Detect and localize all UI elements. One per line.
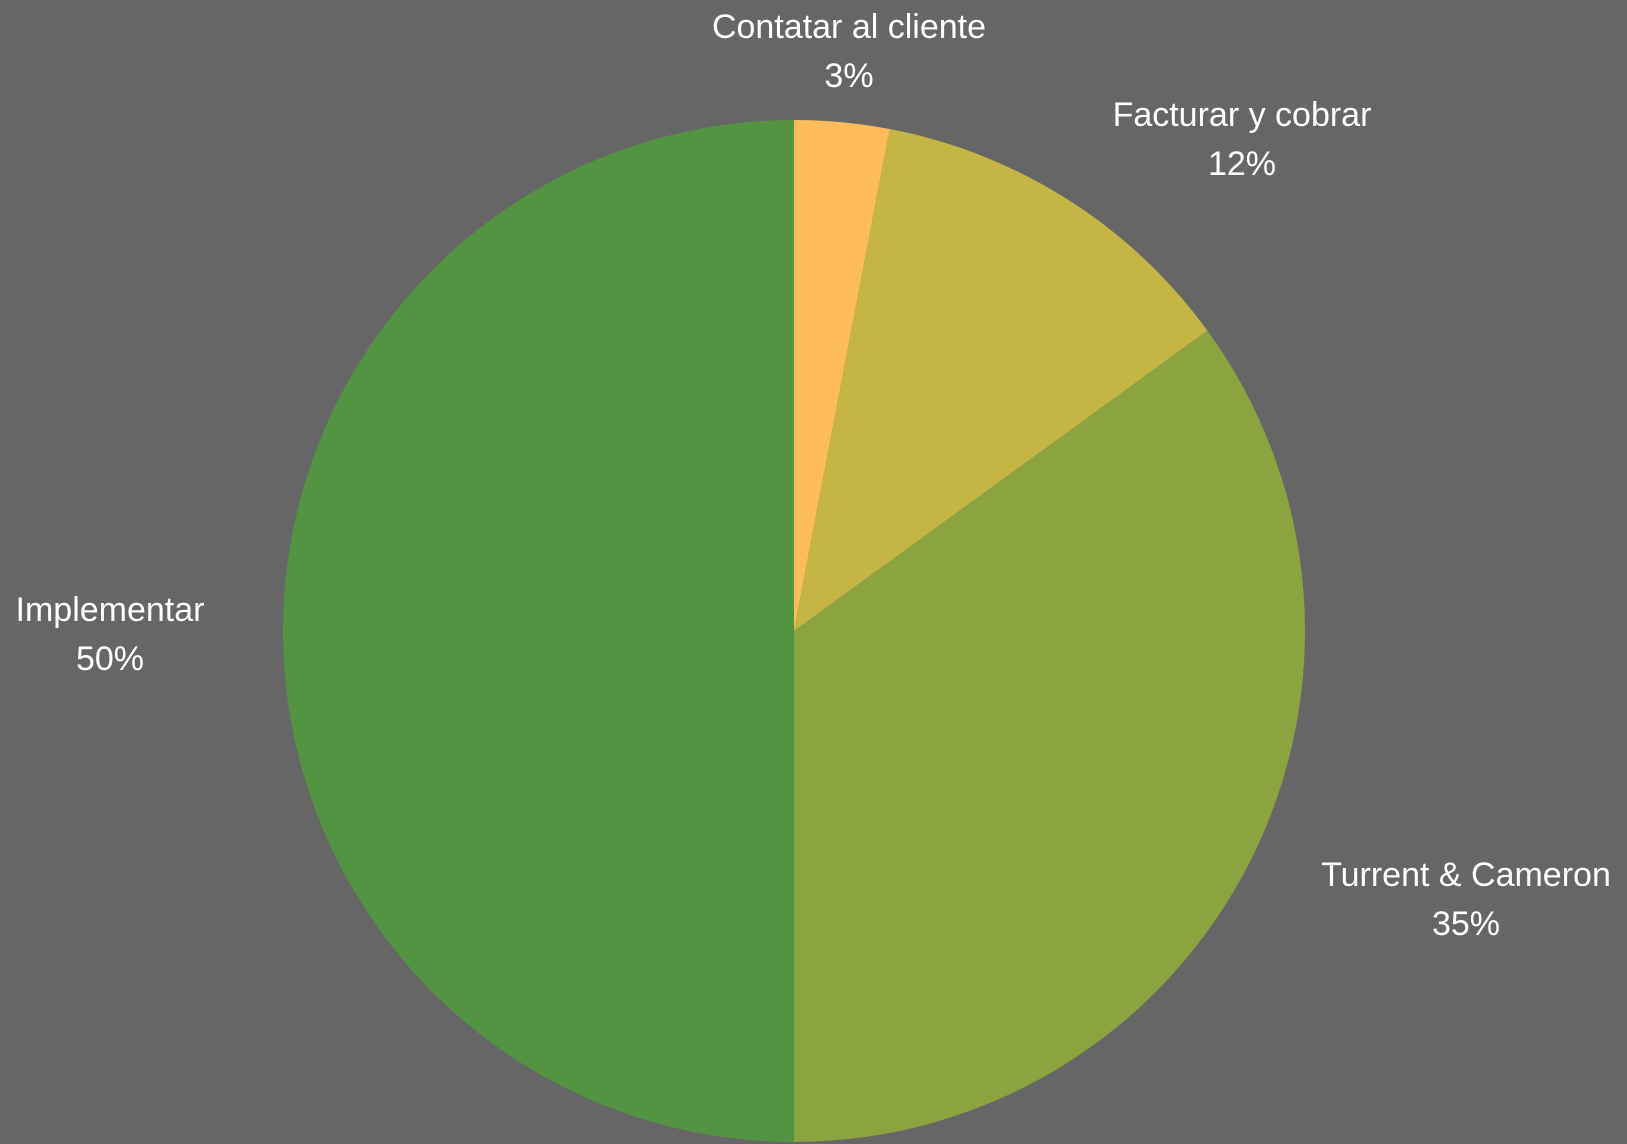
slice-label-percent: 35% <box>1432 905 1500 943</box>
slice-label-name: Facturar y cobrar <box>1113 96 1372 134</box>
slice-label-name: Contatar al cliente <box>712 8 986 46</box>
slice-label-percent: 50% <box>76 640 144 678</box>
pie-slice-turrent-cameron <box>794 330 1306 1142</box>
pie-slice-implementar <box>283 120 794 1142</box>
pie-labels: Contatar al cliente 3% Facturar y cobrar 12… <box>16 8 1611 943</box>
pie-slice-contatar-al-cliente <box>794 120 890 631</box>
slice-label-name: Turrent & Cameron <box>1321 856 1611 894</box>
slice-label-percent: 3% <box>824 57 873 95</box>
slice-label-name: Implementar <box>16 591 205 629</box>
pie-slice-facturar-y-cobrar <box>794 129 1208 632</box>
slice-label-percent: 12% <box>1208 145 1276 183</box>
pie-slices <box>283 120 1306 1142</box>
